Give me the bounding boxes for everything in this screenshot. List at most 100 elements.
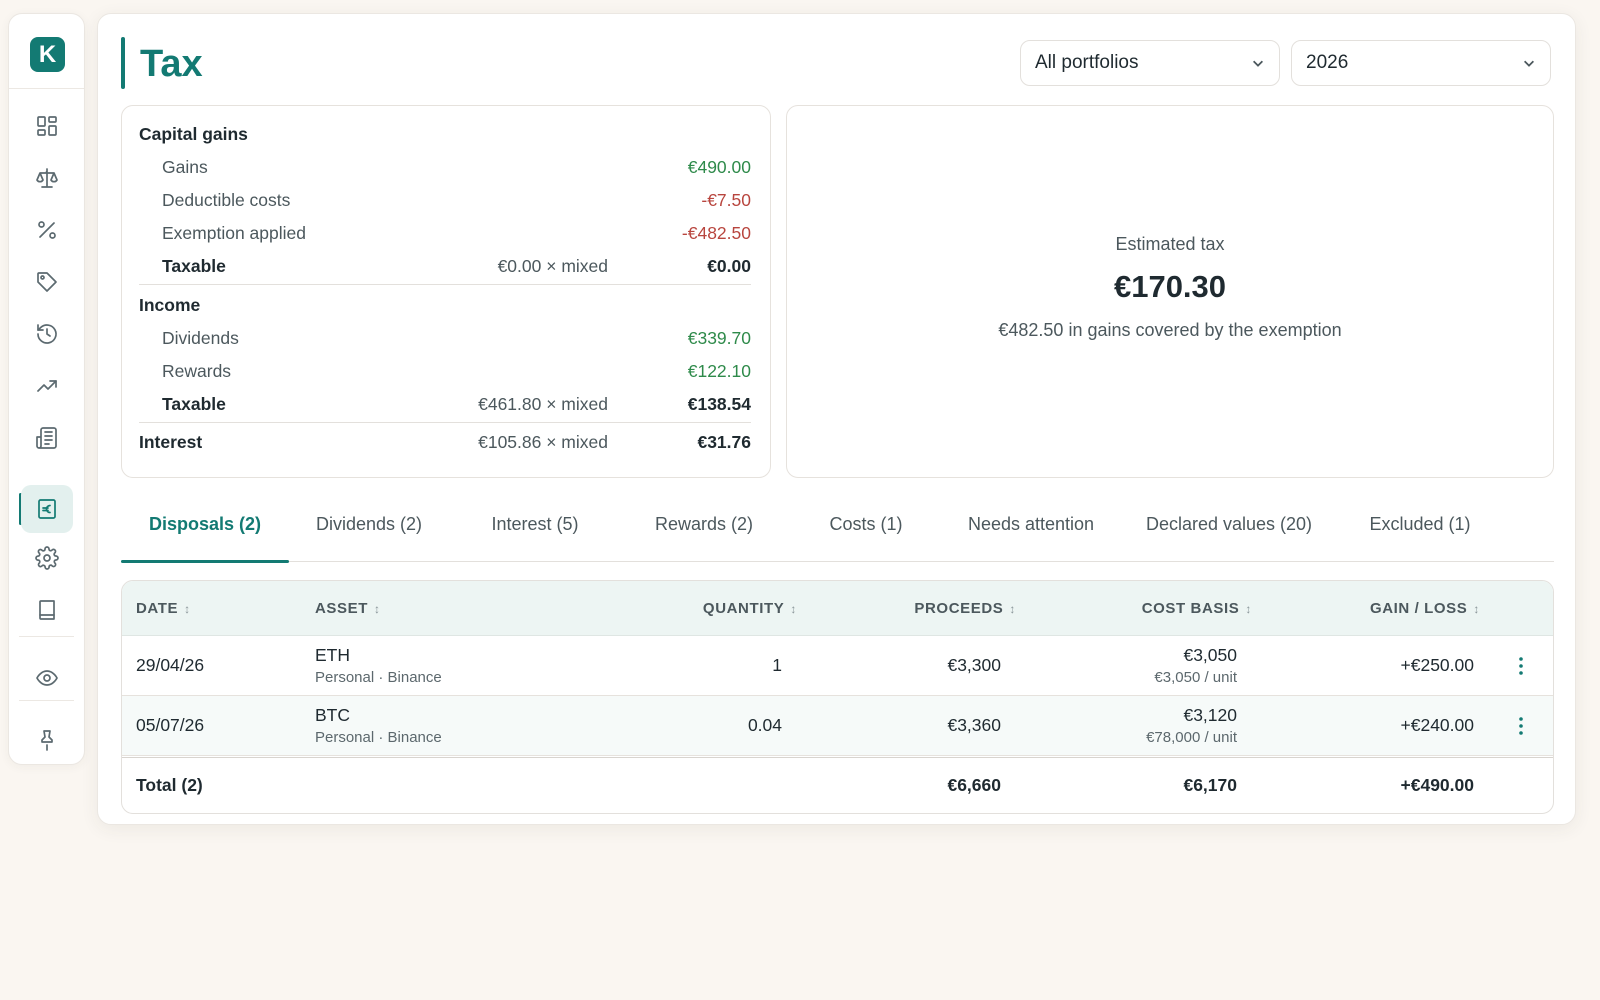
estimated-tax-panel: Estimated tax €170.30 €482.50 in gains c… [786,105,1554,478]
more-vertical-icon [1519,717,1523,735]
sort-icon: ↕ [1473,602,1480,616]
sidebar-item-performance[interactable] [21,362,73,410]
active-indicator [19,493,22,525]
more-vertical-icon [1519,657,1523,675]
deductible-costs-row: Deductible costs -€7.50 [122,184,770,216]
sidebar: K [8,13,85,765]
row-actions-button[interactable] [1511,713,1531,739]
tab-costs[interactable]: Costs (1) [829,514,903,534]
row-actions-button[interactable] [1511,653,1531,679]
interest-rate: €105.86 × mixed [478,432,608,452]
column-header-label: DATE [136,600,179,617]
column-header-cost-basis[interactable]: COST BASIS ↕ [1142,581,1252,636]
exemption-note: €482.50 in gains covered by the exemptio… [998,320,1342,340]
tab-excluded[interactable]: Excluded (1) [1369,514,1471,534]
main-panel: Tax All portfolios 2026 Capital gains Ga… [97,13,1576,825]
sidebar-item-visibility[interactable] [21,654,73,702]
tax-summary-panel: Capital gains Gains €490.00 Deductible c… [121,105,771,478]
tab-bar: Disposals (2) Dividends (2) Interest (5)… [121,492,1554,563]
eye-icon [36,670,58,686]
sort-icon: ↕ [374,602,381,616]
sidebar-item-tags[interactable] [21,258,73,306]
income-heading: Income [139,295,201,315]
app-logo[interactable]: K [30,37,65,72]
sidebar-item-pin[interactable] [21,716,73,764]
total-label: Total (2) [136,775,203,795]
history-icon [37,324,57,344]
capital-gains-taxable-rate: €0.00 × mixed [497,256,608,276]
cell-cost-per-unit: €3,050 / unit [1154,669,1237,686]
euro-receipt-icon [38,499,56,519]
portfolio-select[interactable]: All portfolios [1020,40,1280,86]
column-header-label: GAIN / LOSS [1369,600,1468,617]
scale-icon [36,168,58,188]
dividends-row: Dividends €339.70 [122,322,770,354]
gains-value: €490.00 [687,157,751,177]
cell-quantity: 0.04 [747,715,782,735]
year-select-value: 2026 [1306,52,1349,73]
dashboard-icon [37,116,57,136]
cell-proceeds: €3,360 [947,715,1001,735]
tab-interest[interactable]: Interest (5) [491,514,579,534]
tag-icon [37,272,57,292]
capital-gains-heading-row: Capital gains [122,118,770,150]
deductible-costs-label: Deductible costs [162,190,291,210]
tab-rewards[interactable]: Rewards (2) [654,514,754,534]
cell-gain-loss: +€240.00 [1400,715,1474,735]
cell-date: 05/07/26 [136,715,205,735]
book-icon [39,600,55,620]
cell-account: Personal · Binance [315,669,442,686]
sort-icon: ↕ [1009,602,1016,616]
divider [139,284,751,285]
column-header-label: COST BASIS [1141,600,1240,617]
dividends-value: €339.70 [687,328,751,348]
percent-icon [38,221,56,239]
income-taxable-value: €138.54 [687,394,751,414]
tab-needs-attention[interactable]: Needs attention [967,514,1095,534]
interest-row: Interest €105.86 × mixed €31.76 [122,426,770,458]
sidebar-item-balance[interactable] [21,154,73,202]
sidebar-item-dashboard[interactable] [21,102,73,150]
sidebar-divider [9,88,84,89]
column-header-gain-loss[interactable]: GAIN / LOSS ↕ [1370,581,1480,636]
column-header-asset[interactable]: ASSET ↕ [315,581,381,636]
total-cost-basis: €6,170 [1183,775,1237,795]
divider [139,422,751,423]
sidebar-item-news[interactable] [21,414,73,462]
sidebar-item-tax[interactable] [21,485,73,533]
chevron-down-icon [1524,60,1534,67]
trending-up-icon [37,380,57,392]
newspaper-icon [36,427,57,449]
sidebar-item-docs[interactable] [21,586,73,634]
column-header-proceeds[interactable]: PROCEEDS ↕ [914,581,1016,636]
dividends-label: Dividends [162,328,239,348]
total-gain-loss: +€490.00 [1400,775,1474,795]
estimated-tax-value: €170.30 [1113,269,1227,304]
sidebar-divider [19,700,74,701]
cell-asset: BTC [315,705,350,725]
tab-disposals[interactable]: Disposals (2) [121,492,289,563]
pin-icon [41,730,53,751]
sort-icon: ↕ [790,602,797,616]
column-header-date[interactable]: DATE ↕ [136,581,191,636]
tab-declared-values[interactable]: Declared values (20) [1145,514,1313,534]
year-select[interactable]: 2026 [1291,40,1551,86]
sort-icon: ↕ [184,602,191,616]
column-header-label: QUANTITY [702,600,785,617]
total-proceeds: €6,660 [947,775,1001,795]
gains-label: Gains [162,157,208,177]
disposals-table: DATE ↕ ASSET ↕ QUANTITY ↕ PROCEEDS ↕ COST BA… [121,580,1554,814]
tab-dividends[interactable]: Dividends (2) [315,514,423,534]
column-header-label: ASSET [315,600,369,617]
column-header-quantity[interactable]: QUANTITY ↕ [703,581,797,636]
page-title: Tax [140,43,203,85]
sidebar-item-settings[interactable] [21,534,73,582]
table-row[interactable]: 29/04/26 ETH Personal · Binance 1 €3,300… [122,636,1553,696]
chevron-down-icon [1253,60,1263,67]
sort-icon: ↕ [1245,602,1252,616]
income-taxable-label: Taxable [162,394,226,414]
income-taxable-row: Taxable €461.80 × mixed €138.54 [122,388,770,420]
table-row[interactable]: 05/07/26 BTC Personal · Binance 0.04 €3,… [122,696,1553,756]
sidebar-item-rates[interactable] [21,206,73,254]
sidebar-item-history[interactable] [21,310,73,358]
